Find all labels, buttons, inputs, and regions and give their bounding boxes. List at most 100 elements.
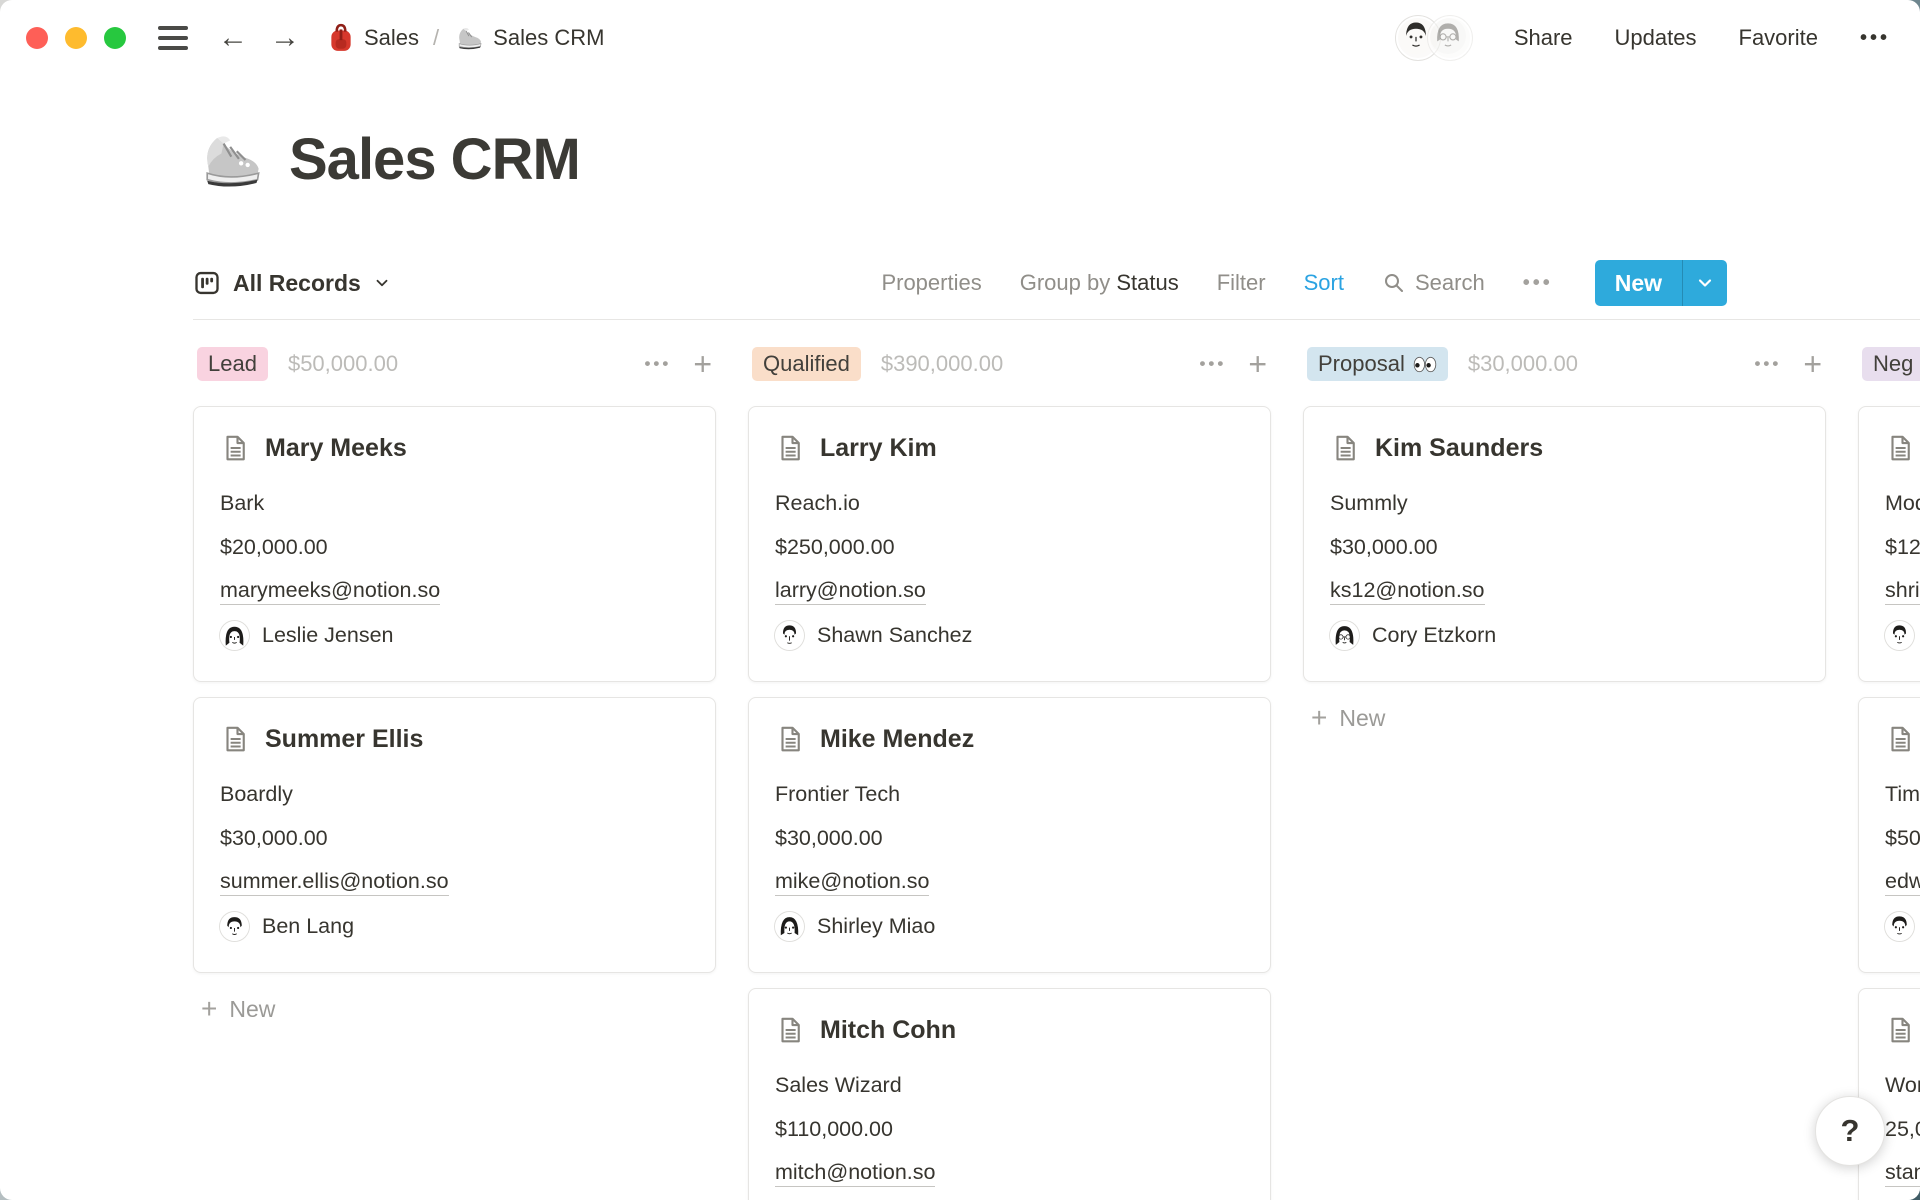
view-switcher[interactable]: All Records [193,269,391,297]
card-amount: $125 [1885,534,1920,559]
card-title: Summer Ellis [265,724,424,753]
page-sneaker-icon[interactable] [193,129,263,191]
column-add-card-button[interactable]: + [1248,346,1267,382]
card-company: Sales Wizard [775,1072,902,1097]
group-by-value: Status [1116,270,1179,295]
kanban-card[interactable]: S Mod $125 shria E [1858,406,1920,682]
person-avatar [220,911,249,941]
card-email: stan [1885,1151,1920,1195]
filter-button[interactable]: Filter [1216,270,1266,295]
view-more-options-button[interactable]: ••• [1522,271,1553,294]
kanban-card[interactable]: S Won 25,0 stan [1858,988,1920,1200]
card-person: E [1885,613,1920,657]
search-icon [1384,274,1403,292]
card-company: Mod [1885,490,1920,515]
eyes-emoji-icon [1413,356,1437,372]
status-badge[interactable]: Proposal [1307,347,1448,381]
breadcrumb: Sales / Sales CRM [322,19,610,57]
status-badge[interactable]: Neg [1862,347,1920,381]
add-card-button[interactable]: + New [193,995,716,1023]
card-company: Tims [1885,781,1920,806]
column-more-button[interactable]: ••• [644,354,672,373]
card-amount: $30,000.00 [220,825,328,850]
collaborator-avatars [1395,16,1472,60]
column-add-card-button[interactable]: + [1803,346,1822,382]
status-badge[interactable]: Lead [197,347,268,381]
sort-button[interactable]: Sort [1303,270,1344,295]
card-person: Shawn Sanchez [775,613,1244,657]
kanban-card[interactable]: Mike Mendez Frontier Tech $30,000.00 mik… [748,697,1271,973]
kanban-card[interactable]: Kim Saunders Summly $30,000.00 ks12@noti… [1303,406,1826,682]
column-add-card-button[interactable]: + [693,346,712,382]
minimize-window-button[interactable] [65,27,87,49]
card-email: edwi [1885,860,1920,904]
help-label: ? [1840,1113,1860,1148]
new-record-split-button: New [1594,260,1727,306]
group-by-button[interactable]: Group by Status [1020,270,1179,296]
status-badge[interactable]: Qualified [752,347,861,381]
chevron-down-icon [376,279,388,287]
page-header: Sales CRM [193,126,1920,193]
column-more-button[interactable]: ••• [1754,354,1782,373]
search-label: Search [1414,270,1485,295]
fullscreen-window-button[interactable] [104,27,126,49]
kanban-card[interactable]: Summer Ellis Boardly $30,000.00 summer.e… [193,697,716,973]
sidebar-toggle-icon[interactable] [158,26,188,50]
person-avatar [1330,620,1359,650]
page-title: Sales CRM [289,127,581,192]
card-person: Shirley Miao [775,904,1244,948]
new-record-dropdown-button[interactable] [1682,260,1727,306]
help-button[interactable]: ? [1815,1096,1885,1166]
forward-button[interactable]: → [270,21,300,54]
card-amount: $30,000.00 [775,825,883,850]
card-company: Summly [1330,490,1408,515]
updates-button[interactable]: Updates [1614,25,1697,50]
card-title: Larry Kim [820,433,937,462]
kanban-board: Lead $50,000.00 ••• + Mary Meeks [193,344,1920,1200]
breadcrumb-separator: / [433,25,440,50]
column-sum: $30,000.00 [1467,351,1578,376]
board-column-negotiation: Neg S Mod $125 shria [1858,344,1920,1200]
properties-button[interactable]: Properties [881,270,982,295]
card-amount: $110,000.00 [775,1116,893,1141]
breadcrumb-label: Sales [364,25,420,50]
breadcrumb-item-sales[interactable]: Sales [322,19,425,57]
view-toolbar-divider: All Records Properties Group by Status F… [193,247,1920,320]
new-record-button[interactable]: New [1614,269,1662,296]
card-title: Kim Saunders [1375,433,1544,462]
collaborator-avatar-2[interactable] [1427,16,1472,60]
column-header: Qualified $390,000.00 ••• + [748,344,1271,384]
card-email: mitch@notion.so [775,1151,1244,1195]
close-window-button[interactable] [26,27,48,49]
page-icon [781,1017,800,1043]
toolbar-actions: Properties Group by Status Filter Sort S… [881,260,1727,306]
card-amount: $250,000.00 [775,534,895,559]
card-email: mike@notion.so [775,860,1244,904]
share-button[interactable]: Share [1513,25,1573,50]
group-by-label: Group by [1019,270,1111,295]
search-button[interactable]: Search [1382,270,1485,296]
kanban-card[interactable]: E Tims $50, edwi H [1858,697,1920,973]
card-email: ks12@notion.so [1330,569,1799,613]
breadcrumb-item-sales-crm[interactable]: Sales CRM [447,21,610,55]
view-name: All Records [233,269,361,296]
page-icon [226,726,245,752]
add-card-label: New [229,995,276,1022]
board-column-proposal: Proposal $30,000.00 ••• + [1303,344,1826,1200]
column-more-button[interactable]: ••• [1199,354,1227,373]
kanban-card[interactable]: Mitch Cohn Sales Wizard $110,000.00 mitc… [748,988,1271,1200]
board-column-lead: Lead $50,000.00 ••• + Mary Meeks [193,344,716,1200]
more-options-button[interactable]: ••• [1859,26,1890,49]
column-header: Neg [1858,344,1920,384]
column-header: Proposal $30,000.00 ••• + [1303,344,1826,384]
card-title: Mitch Cohn [820,1015,957,1044]
kanban-card[interactable]: Mary Meeks Bark $20,000.00 marymeeks@not… [193,406,716,682]
person-name: Leslie Jensen [262,622,394,647]
favorite-button[interactable]: Favorite [1738,25,1818,50]
add-card-button[interactable]: + New [1303,704,1826,732]
card-amount: $30,000.00 [1330,534,1438,559]
card-person: Cory Etzkorn [1330,613,1799,657]
back-button[interactable]: ← [218,21,248,54]
kanban-card[interactable]: Larry Kim Reach.io $250,000.00 larry@not… [748,406,1271,682]
card-person: Ben Lang [220,904,689,948]
